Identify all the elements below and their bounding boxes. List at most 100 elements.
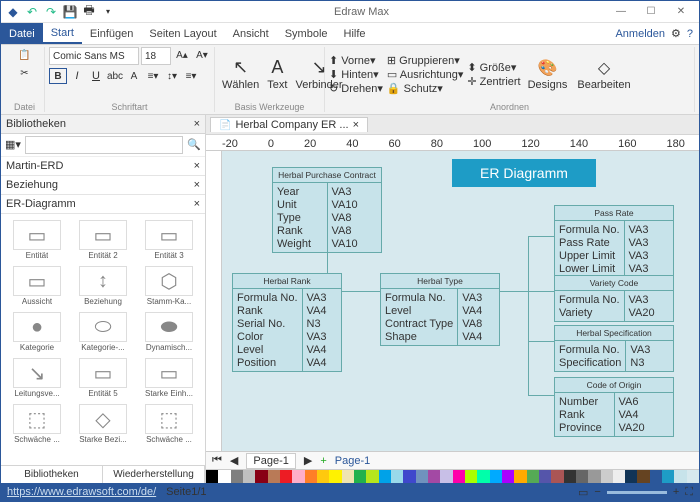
shape-10[interactable]: ▭Entität 5 <box>71 356 135 400</box>
page-tabs: ⏮ ◀ Page-1 ▶ + Page-1 <box>206 451 699 469</box>
gear-icon[interactable]: ⚙ <box>671 27 681 40</box>
canvas[interactable]: ER Diagramm Herbal Purchase ContractYear… <box>222 151 699 451</box>
paste-icon[interactable]: 📋 <box>16 47 34 63</box>
er-title[interactable]: ER Diagramm <box>452 159 596 187</box>
tab-symbole[interactable]: Symbole <box>277 23 336 44</box>
page-nav-prev[interactable]: ◀ <box>230 454 238 467</box>
underline-button[interactable]: U <box>87 68 105 84</box>
er-box-origin[interactable]: Code of OriginNumberRankProvinceVA6VA4VA… <box>554 377 674 437</box>
protect-button[interactable]: 🔒 Schutz▾ <box>387 82 463 95</box>
zoom-in-icon[interactable]: + <box>673 486 679 498</box>
page-tab-2[interactable]: Page-1 <box>335 455 370 467</box>
lib-menu-icon[interactable]: ▦▾ <box>3 136 23 154</box>
page-nav-next[interactable]: ▶ <box>304 454 312 467</box>
designs-button[interactable]: 🎨Designs <box>525 56 571 93</box>
er-box-passrate[interactable]: Pass RateFormula No.Pass RateUpper Limit… <box>554 205 674 278</box>
tab-datei[interactable]: Datei <box>1 23 43 44</box>
font-name-combo[interactable] <box>49 47 139 65</box>
shape-7[interactable]: ⬭Kategorie-... <box>71 310 135 354</box>
tab-einfuegen[interactable]: Einfügen <box>82 23 141 44</box>
search-icon[interactable]: 🔍 <box>185 136 203 154</box>
zoom-fit-icon[interactable]: ▭ <box>578 486 588 499</box>
close-button[interactable]: ✕ <box>667 3 695 21</box>
er-box-spec[interactable]: Herbal SpecificationFormula No.Specifica… <box>554 325 674 372</box>
tab-start[interactable]: Start <box>43 23 82 44</box>
minimize-button[interactable]: — <box>607 3 635 21</box>
shape-3[interactable]: ▭Aussicht <box>5 264 69 308</box>
lib-cat-martin[interactable]: Martin-ERD× <box>1 157 205 176</box>
align-button[interactable]: ≡▾ <box>182 68 200 84</box>
send-back-button[interactable]: ⬇ Hinten▾ <box>329 68 383 81</box>
edit-button[interactable]: ◇Bearbeiten <box>574 56 633 93</box>
zoom-slider[interactable] <box>607 491 667 494</box>
shape-9[interactable]: ↘Leitungsve... <box>5 356 69 400</box>
doc-tab[interactable]: 📄 Herbal Company ER ...× <box>210 117 368 132</box>
lib-search-input[interactable] <box>25 136 183 154</box>
select-tool[interactable]: ↖Wählen <box>219 55 262 93</box>
sidebar-title: Bibliotheken <box>6 118 66 130</box>
font-size-combo[interactable] <box>141 47 171 65</box>
italic-button[interactable]: I <box>68 68 86 84</box>
er-box-type[interactable]: Herbal TypeFormula No.LevelContract Type… <box>380 273 500 346</box>
shape-8[interactable]: ⬬Dynamisch... <box>137 310 201 354</box>
shape-6[interactable]: ●Kategorie <box>5 310 69 354</box>
align-button2[interactable]: ▭ Ausrichtung▾ <box>387 68 463 81</box>
rotate-button[interactable]: ↻ Drehen▾ <box>329 82 383 95</box>
bold-button[interactable]: B <box>49 68 67 84</box>
window-title: Edraw Max <box>116 6 607 18</box>
er-box-rank[interactable]: Herbal RankFormula No.RankSerial No.Colo… <box>232 273 342 372</box>
bring-front-button[interactable]: ⬆ Vorne▾ <box>329 54 383 67</box>
spacing-button[interactable]: ↕▾ <box>163 68 181 84</box>
shape-13[interactable]: ◇Starke Bezi... <box>71 402 135 446</box>
side-tab-restore[interactable]: Wiederherstellung <box>103 466 205 483</box>
zoom-out-icon[interactable]: − <box>594 486 600 498</box>
page-tab-1[interactable]: Page-1 <box>246 453 295 469</box>
tab-ansicht[interactable]: Ansicht <box>225 23 277 44</box>
group-arrange: Anordnen <box>329 101 690 112</box>
redo-icon[interactable]: ↷ <box>43 4 59 20</box>
strike-button[interactable]: abc <box>106 68 124 84</box>
fullscreen-icon[interactable]: ⛶ <box>685 486 693 499</box>
side-tab-lib[interactable]: Bibliotheken <box>1 466 103 483</box>
center-button[interactable]: ✛ Zentriert <box>467 75 520 88</box>
cut-icon[interactable]: ✂ <box>16 65 34 81</box>
size-button[interactable]: ⬍ Größe▾ <box>467 61 520 74</box>
app-icon: ◆ <box>5 4 21 20</box>
font-grow-icon[interactable]: A▴ <box>173 47 191 63</box>
bullets-button[interactable]: ≡▾ <box>144 68 162 84</box>
group-button[interactable]: ⊞ Gruppieren▾ <box>387 54 463 67</box>
sidebar-close-icon[interactable]: × <box>194 118 200 130</box>
status-page: Seite1/1 <box>166 486 206 498</box>
shape-11[interactable]: ▭Starke Einh... <box>137 356 201 400</box>
shape-1[interactable]: ▭Entität 2 <box>71 218 135 262</box>
lib-cat-beziehung[interactable]: Beziehung× <box>1 176 205 195</box>
group-datei: Datei <box>9 101 40 112</box>
page-add[interactable]: + <box>320 455 326 467</box>
page-nav-first[interactable]: ⏮ <box>212 454 222 467</box>
group-tools: Basis Werkzeuge <box>219 101 320 112</box>
font-shrink-icon[interactable]: A▾ <box>193 47 211 63</box>
lib-cat-er[interactable]: ER-Diagramm× <box>1 195 205 214</box>
shape-12[interactable]: ⬚Schwäche ... <box>5 402 69 446</box>
ruler-horizontal: -20020406080100120140160180200 <box>206 135 699 151</box>
shape-5[interactable]: ⬡Stamm-Ka... <box>137 264 201 308</box>
highlight-button[interactable]: A <box>125 68 143 84</box>
undo-icon[interactable]: ↶ <box>24 4 40 20</box>
help-icon[interactable]: ? <box>687 28 693 40</box>
ruler-vertical <box>206 151 222 451</box>
tab-hilfe[interactable]: Hilfe <box>336 23 374 44</box>
print-icon[interactable]: 🖶 <box>81 4 97 20</box>
text-tool[interactable]: AText <box>264 55 290 93</box>
save-icon[interactable]: 💾 <box>62 4 78 20</box>
maximize-button[interactable]: ☐ <box>637 3 665 21</box>
er-box-variety[interactable]: Variety CodeFormula No.VarietyVA3VA20 <box>554 275 674 322</box>
color-palette[interactable] <box>206 469 699 483</box>
shape-0[interactable]: ▭Entität <box>5 218 69 262</box>
shape-14[interactable]: ⬚Schwäche ... <box>137 402 201 446</box>
shape-4[interactable]: ↕Beziehung <box>71 264 135 308</box>
tab-seitenlayout[interactable]: Seiten Layout <box>141 23 224 44</box>
shape-2[interactable]: ▭Entität 3 <box>137 218 201 262</box>
login-link[interactable]: Anmelden <box>615 28 665 40</box>
status-url[interactable]: https://www.edrawsoft.com/de/ <box>7 486 156 498</box>
qat-more-icon[interactable]: ▾ <box>100 4 116 20</box>
